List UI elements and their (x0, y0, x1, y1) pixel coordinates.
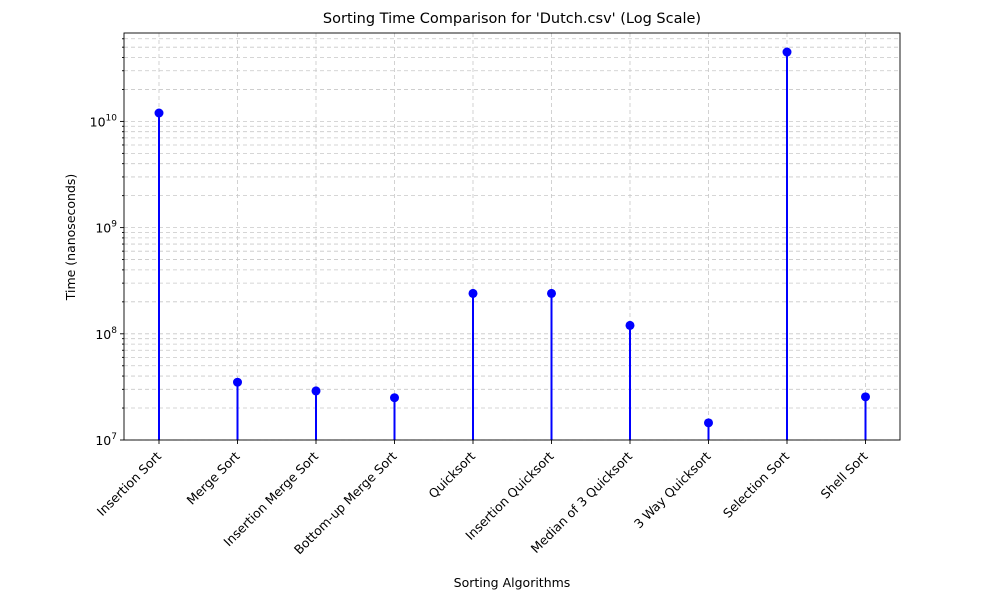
y-tick-label: 1010 (90, 113, 118, 129)
y-tick-label: 107 (95, 432, 117, 448)
x-tick-label: Shell Sort (818, 448, 871, 501)
x-tick-label: Insertion Sort (94, 448, 164, 518)
stems-layer (154, 47, 870, 440)
x-tick-label: Selection Sort (720, 448, 792, 520)
data-point (154, 108, 164, 118)
x-tick-label: Insertion Quicksort (462, 448, 556, 542)
data-point (468, 288, 478, 298)
x-axis-label: Sorting Algorithms (454, 575, 571, 590)
y-tick-labels: 107 108 109 1010 (90, 113, 118, 448)
data-point (704, 418, 713, 428)
ticks-layer (120, 38, 866, 444)
y-axis-label: Time (nanoseconds) (63, 174, 78, 302)
x-tick-label: Merge Sort (183, 448, 242, 507)
data-point (390, 393, 399, 403)
y-tick-label: 109 (95, 220, 117, 236)
plot-area-frame (123, 32, 901, 441)
data-point (625, 320, 635, 330)
data-point (782, 47, 792, 57)
data-point (311, 386, 321, 396)
y-tick-label: 108 (95, 326, 117, 342)
x-tick-label: 3 Way Quicksort (631, 448, 714, 531)
data-point (233, 377, 242, 387)
x-tick-label: Quicksort (425, 448, 478, 501)
data-point (547, 288, 556, 298)
chart-title: Sorting Time Comparison for 'Dutch.csv' … (323, 11, 701, 27)
data-point (861, 392, 870, 402)
